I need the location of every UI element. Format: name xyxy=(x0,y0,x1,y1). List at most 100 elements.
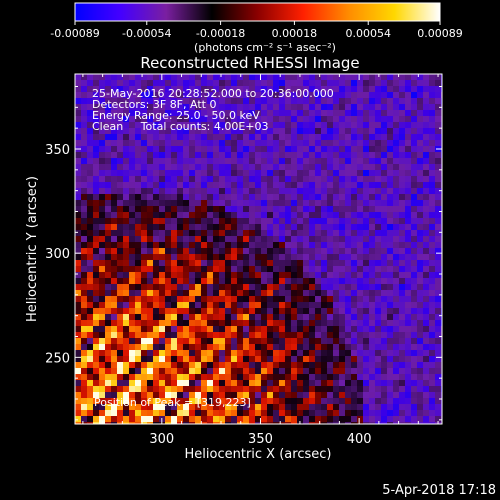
heatmap-cell xyxy=(405,242,411,248)
heatmap-cell xyxy=(117,362,123,368)
heatmap-cell xyxy=(417,194,423,200)
heatmap-cell xyxy=(273,236,279,242)
heatmap-cell xyxy=(129,200,135,206)
heatmap-cell xyxy=(159,182,165,188)
heatmap-cell xyxy=(249,242,255,248)
heatmap-cell xyxy=(189,146,195,152)
heatmap-cell xyxy=(393,194,399,200)
heatmap-cell xyxy=(171,182,177,188)
heatmap-cell xyxy=(309,422,315,424)
heatmap-cell xyxy=(327,170,333,176)
heatmap-cell xyxy=(147,422,153,424)
annotation-detectors: Detectors: 3F 8F, Att 0 xyxy=(92,98,216,111)
heatmap-cell xyxy=(297,302,303,308)
heatmap-cell xyxy=(387,290,393,296)
heatmap-cell xyxy=(201,122,207,128)
heatmap-cell xyxy=(357,140,363,146)
heatmap-cell xyxy=(147,140,153,146)
heatmap-cell xyxy=(345,272,351,278)
heatmap-cell xyxy=(267,110,273,116)
heatmap-cell xyxy=(105,362,111,368)
heatmap-cell xyxy=(285,110,291,116)
heatmap-cell xyxy=(357,350,363,356)
heatmap-cell xyxy=(351,170,357,176)
heatmap-cell xyxy=(135,92,141,98)
heatmap-cell xyxy=(351,86,357,92)
heatmap-cell xyxy=(129,362,135,368)
heatmap-cell xyxy=(99,374,105,380)
heatmap-cell xyxy=(267,332,273,338)
heatmap-cell xyxy=(213,320,219,326)
heatmap-cell xyxy=(249,260,255,266)
heatmap-cell xyxy=(273,338,279,344)
heatmap-cell xyxy=(279,344,285,350)
heatmap-cell xyxy=(393,356,399,362)
heatmap-cell xyxy=(309,374,315,380)
heatmap-cell xyxy=(399,260,405,266)
heatmap-cell xyxy=(393,254,399,260)
heatmap-cell xyxy=(405,266,411,272)
heatmap-cell xyxy=(285,254,291,260)
heatmap-cell xyxy=(75,152,81,158)
heatmap-cell xyxy=(147,122,153,128)
heatmap-cell xyxy=(177,266,183,272)
heatmap-cell xyxy=(417,176,423,182)
heatmap-cell xyxy=(219,356,225,362)
heatmap-cell xyxy=(243,344,249,350)
heatmap-cell xyxy=(279,278,285,284)
heatmap-cell xyxy=(231,236,237,242)
heatmap-cell xyxy=(411,368,417,374)
heatmap-cell xyxy=(321,350,327,356)
heatmap-cell xyxy=(165,158,171,164)
heatmap-cell xyxy=(117,110,123,116)
heatmap-cell xyxy=(93,248,99,254)
heatmap-cell xyxy=(111,200,117,206)
heatmap-cell xyxy=(147,74,153,80)
heatmap-cell xyxy=(117,338,123,344)
heatmap-cell xyxy=(417,308,423,314)
heatmap-cell xyxy=(375,350,381,356)
heatmap-cell xyxy=(189,158,195,164)
heatmap-cell xyxy=(345,344,351,350)
heatmap-cell xyxy=(435,212,441,218)
heatmap-cell xyxy=(363,296,369,302)
heatmap-cell xyxy=(111,404,117,410)
heatmap-cell xyxy=(315,182,321,188)
heatmap-cell xyxy=(267,398,273,404)
heatmap-cell xyxy=(339,170,345,176)
heatmap-cell xyxy=(267,200,273,206)
heatmap-cell xyxy=(357,134,363,140)
heatmap-cell xyxy=(147,278,153,284)
heatmap-cell xyxy=(303,254,309,260)
heatmap-cell xyxy=(93,350,99,356)
heatmap-cell xyxy=(291,170,297,176)
heatmap-cell xyxy=(309,80,315,86)
heatmap-cell xyxy=(189,74,195,80)
heatmap-cell xyxy=(375,416,381,422)
heatmap-cell xyxy=(273,416,279,422)
heatmap-cell xyxy=(351,212,357,218)
heatmap-cell xyxy=(111,374,117,380)
heatmap-cell xyxy=(165,224,171,230)
heatmap-cell xyxy=(87,188,93,194)
heatmap-cell xyxy=(267,224,273,230)
heatmap-cell xyxy=(399,134,405,140)
heatmap-cell xyxy=(225,278,231,284)
heatmap-cell xyxy=(315,362,321,368)
heatmap-cell xyxy=(291,200,297,206)
heatmap-cell xyxy=(195,194,201,200)
heatmap-cell xyxy=(303,344,309,350)
heatmap-cell xyxy=(75,398,81,404)
heatmap-cell xyxy=(345,248,351,254)
heatmap-cell xyxy=(369,368,375,374)
heatmap-cell xyxy=(327,374,333,380)
heatmap-cell xyxy=(315,422,321,424)
heatmap-cell xyxy=(147,380,153,386)
heatmap-cell xyxy=(231,104,237,110)
heatmap-cell xyxy=(99,278,105,284)
heatmap-cell xyxy=(309,404,315,410)
heatmap-cell xyxy=(93,272,99,278)
heatmap-cell xyxy=(309,92,315,98)
heatmap-cell xyxy=(333,104,339,110)
heatmap-cell xyxy=(249,170,255,176)
